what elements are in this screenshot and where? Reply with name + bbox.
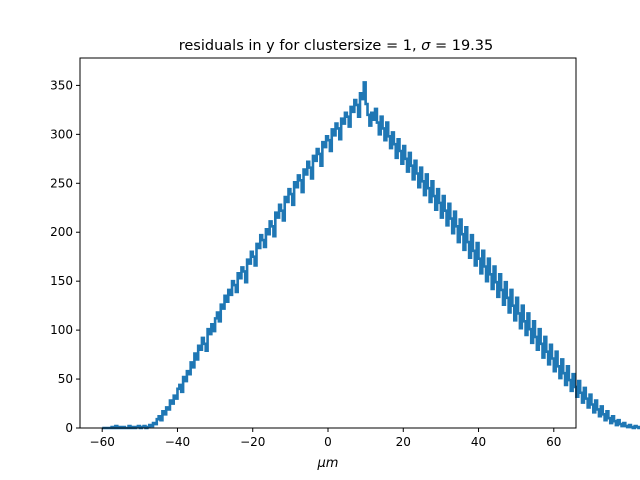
chart-title-prefix: residuals in y for clustersize = 1, bbox=[179, 38, 421, 54]
y-tick-label: 0 bbox=[65, 421, 73, 435]
chart-title: residuals in y for clustersize = 1, σ = … bbox=[179, 38, 494, 54]
y-tick-label: 50 bbox=[58, 372, 73, 386]
x-tick-label: 60 bbox=[546, 435, 561, 449]
y-tick-label: 150 bbox=[50, 274, 73, 288]
x-axis: −60 −40 −20 0 20 40 60 bbox=[90, 428, 561, 449]
chart-title-sigma: σ bbox=[421, 38, 431, 54]
x-tick-label: −20 bbox=[240, 435, 265, 449]
plot-frame bbox=[79, 57, 577, 429]
y-axis: 0 50 100 150 200 250 300 350 bbox=[50, 78, 80, 435]
x-tick-label: 0 bbox=[324, 435, 332, 449]
x-tick-label: 20 bbox=[396, 435, 411, 449]
chart-title-suffix: = 19.35 bbox=[430, 38, 493, 54]
y-tick-label: 250 bbox=[50, 176, 73, 190]
y-tick-label: 200 bbox=[50, 225, 73, 239]
x-tick-label: −40 bbox=[165, 435, 190, 449]
y-tick-label: 350 bbox=[50, 78, 73, 92]
x-tick-label: −60 bbox=[90, 435, 115, 449]
x-axis-label: μm bbox=[317, 456, 339, 471]
y-tick-label: 300 bbox=[50, 127, 73, 141]
x-tick-label: 40 bbox=[471, 435, 486, 449]
histogram-steps bbox=[102, 81, 640, 430]
histogram-step-line bbox=[102, 81, 640, 430]
y-tick-label: 100 bbox=[50, 323, 73, 337]
